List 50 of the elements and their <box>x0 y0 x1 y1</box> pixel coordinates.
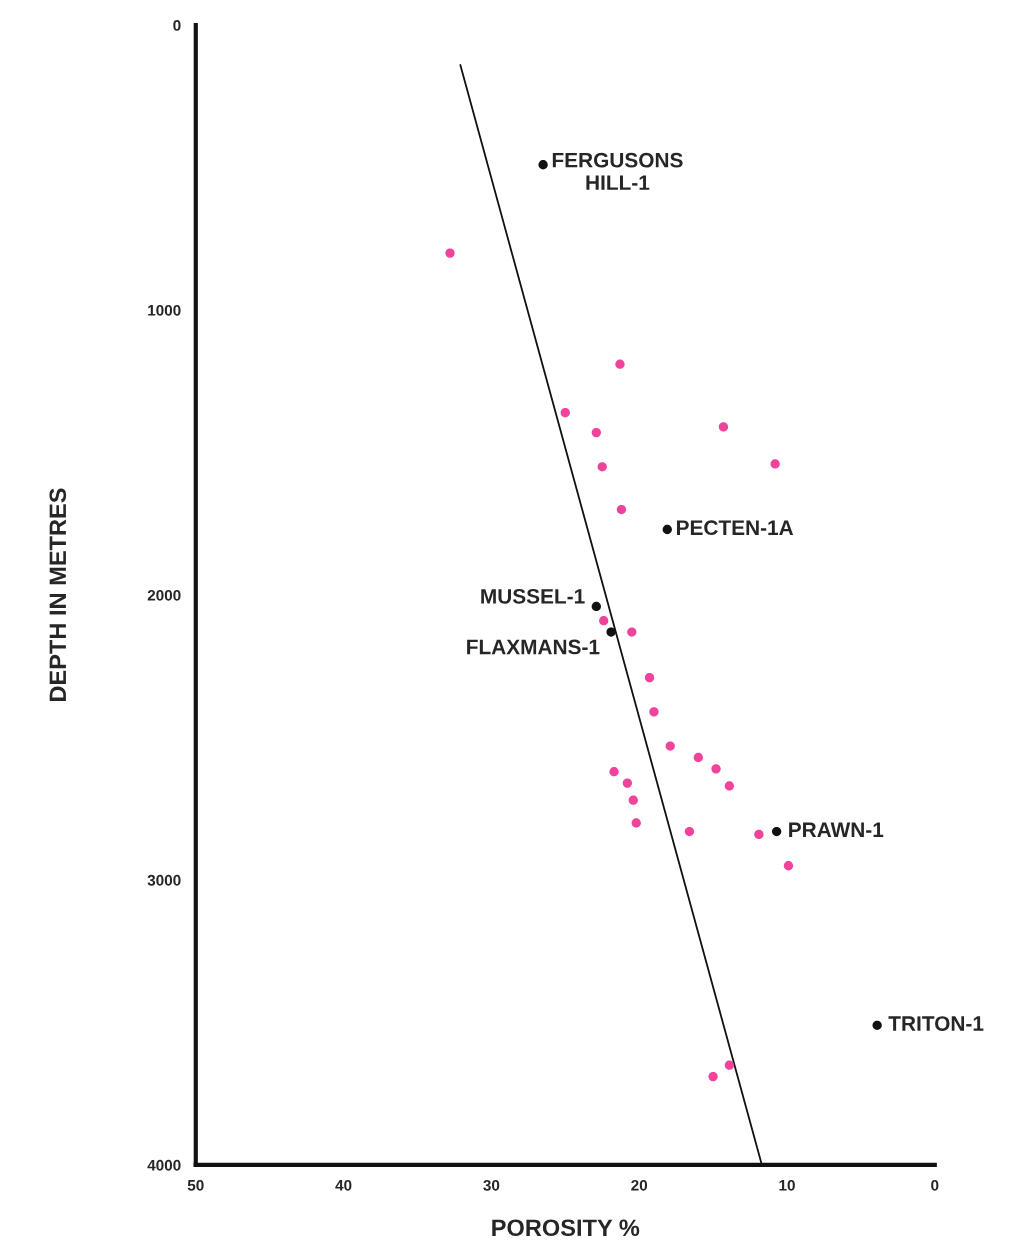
point <box>627 627 637 637</box>
point <box>606 627 616 637</box>
point <box>718 422 729 432</box>
point <box>616 504 627 515</box>
y-tick-label: 0 <box>173 19 181 31</box>
point <box>754 829 764 840</box>
point <box>599 616 609 626</box>
point <box>644 673 655 683</box>
point <box>708 1071 718 1082</box>
y-axis-title: DEPTH IN METRES <box>49 488 67 702</box>
x-tick-label: 50 <box>187 1179 204 1191</box>
point <box>615 359 625 369</box>
annotation: TRITON-1 <box>888 1016 984 1031</box>
point <box>591 601 601 612</box>
x-axis-title: POROSITY % <box>492 1219 640 1237</box>
point <box>631 818 641 828</box>
annotation: PRAWN-1 <box>789 822 884 837</box>
point <box>662 524 672 535</box>
point <box>770 459 780 469</box>
x-tick-label: 20 <box>631 1179 648 1191</box>
point <box>724 781 735 791</box>
point <box>560 408 570 418</box>
point <box>771 826 782 837</box>
y-tick-label: 1000 <box>148 304 181 316</box>
point <box>628 795 638 805</box>
point <box>622 778 633 788</box>
point <box>693 752 703 763</box>
point <box>724 1060 735 1070</box>
x-tick-label: 10 <box>779 1179 795 1191</box>
point <box>538 160 548 170</box>
point <box>872 1020 882 1030</box>
y-tick-label: 3000 <box>147 874 181 886</box>
y-tick-label: 4000 <box>147 1159 181 1171</box>
point <box>597 462 607 472</box>
point <box>649 707 659 717</box>
point <box>445 248 455 258</box>
point <box>711 764 721 774</box>
x-tick-label: 30 <box>483 1179 500 1191</box>
annotation: MUSSEL-1 <box>481 588 585 604</box>
point <box>609 767 619 777</box>
y-tick-label: 2000 <box>147 589 181 601</box>
point <box>684 826 695 837</box>
x-tick-label: 0 <box>931 1179 939 1191</box>
point <box>665 741 675 751</box>
x-tick-label: 40 <box>335 1179 352 1191</box>
point <box>783 861 794 871</box>
point <box>591 427 601 438</box>
annotation: FLAXMANS-1 <box>467 639 600 655</box>
annotation: FERGUSONS HILL-1 <box>552 152 683 190</box>
annotation: PECTEN-1A <box>677 520 794 536</box>
